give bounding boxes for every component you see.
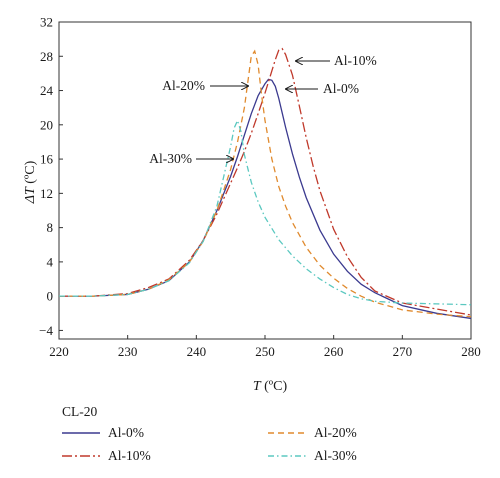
- y-tick-label: 12: [40, 186, 53, 201]
- legend-title: CL-20: [62, 404, 97, 419]
- annotation-label: Al-0%: [323, 81, 359, 96]
- annotation-label: Al-30%: [149, 151, 192, 166]
- x-tick-label: 240: [187, 344, 207, 359]
- x-tick-label: 260: [324, 344, 344, 359]
- y-tick-label: 16: [40, 152, 54, 167]
- x-axis-label: T (ºC): [253, 379, 288, 394]
- y-tick-label: 24: [40, 83, 54, 98]
- x-tick-label: 270: [393, 344, 413, 359]
- y-axis-label: ΔT (ºC): [23, 160, 38, 204]
- x-tick-label: 220: [49, 344, 69, 359]
- annotation-label: Al-10%: [334, 53, 377, 68]
- series-lines: [59, 47, 472, 320]
- y-tick-label: 20: [40, 117, 53, 132]
- legend-label: Al-10%: [108, 448, 151, 463]
- legend-label: Al-20%: [314, 425, 357, 440]
- x-axis-ticks: 220 230 240 250 260 270 280: [49, 335, 481, 359]
- series-line-al-0pct: [59, 78, 472, 320]
- series-line-al-30pct: [59, 118, 472, 306]
- x-tick-label: 280: [461, 344, 481, 359]
- legend-label: Al-30%: [314, 448, 357, 463]
- y-tick-label: 8: [47, 220, 54, 235]
- annotations: Al-10% Al-20% Al-0% Al-30%: [149, 53, 377, 166]
- x-tick-label: 230: [118, 344, 138, 359]
- y-tick-label: −4: [39, 323, 53, 338]
- legend-label: Al-0%: [108, 425, 144, 440]
- x-tick-label: 250: [255, 344, 275, 359]
- y-tick-label: 4: [47, 254, 54, 269]
- annotation-label: Al-20%: [162, 78, 205, 93]
- legend: Al-0% Al-20% Al-10% Al-30%: [62, 425, 357, 463]
- plot-area-border: [58, 21, 472, 340]
- series-line-al-10pct: [59, 47, 472, 316]
- y-axis-ticks: −4 0 4 8 12 16 20 24 28 32: [39, 15, 63, 338]
- y-tick-label: 32: [40, 15, 53, 30]
- plot-frame: [58, 21, 472, 340]
- y-tick-label: 28: [40, 49, 53, 64]
- y-tick-label: 0: [47, 289, 54, 304]
